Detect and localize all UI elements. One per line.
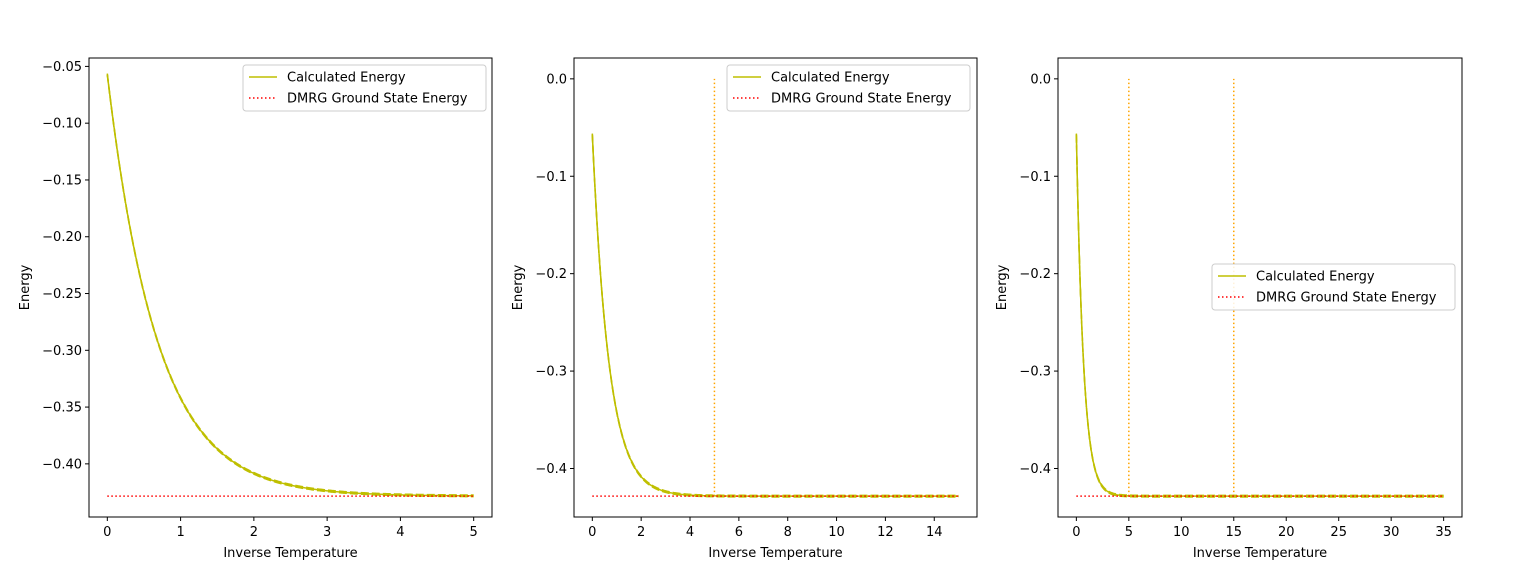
- x-tick-label: 12: [877, 525, 894, 540]
- x-tick-label: 15: [1225, 525, 1242, 540]
- legend-entry: Calculated Energy: [771, 71, 890, 86]
- y-tick-label: −0.10: [42, 117, 82, 132]
- x-tick-label: 5: [470, 525, 478, 540]
- y-tick-label: −0.35: [42, 401, 82, 416]
- x-tick-label: 0: [103, 525, 111, 540]
- legend-entry: DMRG Ground State Energy: [287, 92, 468, 107]
- legend-box: [1211, 263, 1456, 311]
- y-axis-label: Energy: [18, 264, 33, 310]
- legend: Calculated Energy DMRG Ground State Energ…: [726, 64, 971, 112]
- series-calculated-energy-trace-3: [106, 73, 474, 496]
- x-axis-label: Inverse Temperature: [223, 546, 357, 561]
- legend: Calculated Energy DMRG Ground State Energ…: [242, 64, 487, 112]
- x-tick-label: 8: [784, 525, 792, 540]
- x-tick-label: 1: [176, 525, 184, 540]
- y-tick-label: −0.05: [42, 60, 82, 75]
- x-tick-label: 20: [1278, 525, 1295, 540]
- x-tick-label: 2: [637, 525, 645, 540]
- y-axis-label: Energy: [511, 264, 526, 310]
- plot-area: [574, 58, 977, 517]
- legend-entry: Calculated Energy: [1256, 270, 1375, 285]
- y-tick-label: −0.1: [535, 170, 567, 185]
- plot-area: [89, 58, 492, 517]
- axes-frame: [88, 57, 493, 518]
- x-tick-label: 6: [735, 525, 743, 540]
- y-tick-label: −0.40: [42, 457, 82, 472]
- x-tick-label: 0: [588, 525, 596, 540]
- y-tick-label: −0.3: [535, 365, 567, 380]
- x-tick-label: 10: [828, 525, 845, 540]
- x-tick-label: 35: [1435, 525, 1452, 540]
- x-tick-label: 3: [323, 525, 331, 540]
- legend-entry: Calculated Energy: [287, 71, 406, 86]
- axes-frame: [1057, 57, 1463, 518]
- legend-entry: DMRG Ground State Energy: [1256, 291, 1437, 306]
- chart-panel-3: 0 5 10 15 20 25 30 35 0.0 −0.1 −0.2 −0.3 −0.4 Inverse…: [995, 57, 1463, 561]
- y-tick-label: −0.2: [535, 267, 567, 282]
- x-tick-label: 4: [686, 525, 694, 540]
- legend-entry: DMRG Ground State Energy: [771, 92, 952, 107]
- y-tick-label: −0.2: [1019, 267, 1051, 282]
- series-calculated-energy-trace-2: [591, 135, 959, 498]
- y-tick-label: 0.0: [546, 72, 567, 87]
- y-tick-label: 0.0: [1030, 72, 1051, 87]
- axes-frame: [573, 57, 978, 518]
- x-tick-label: 5: [1125, 525, 1133, 540]
- x-axis-label: Inverse Temperature: [708, 546, 842, 561]
- x-tick-label: 25: [1330, 525, 1347, 540]
- x-tick-label: 30: [1383, 525, 1400, 540]
- y-axis-label: Energy: [995, 264, 1010, 310]
- x-axis-label: Inverse Temperature: [1193, 546, 1327, 561]
- y-tick-label: −0.20: [42, 230, 82, 245]
- y-tick-label: −0.25: [42, 287, 82, 302]
- x-tick-label: 10: [1173, 525, 1190, 540]
- legend: Calculated Energy DMRG Ground State Energ…: [1211, 263, 1456, 311]
- y-tick-label: −0.3: [1019, 365, 1051, 380]
- x-tick-label: 0: [1072, 525, 1080, 540]
- legend-box: [242, 64, 487, 112]
- y-tick-label: −0.1: [1019, 170, 1051, 185]
- x-tick-label: 14: [926, 525, 943, 540]
- x-tick-label: 2: [250, 525, 258, 540]
- y-tick-label: −0.15: [42, 173, 82, 188]
- y-tick-label: −0.4: [1019, 462, 1051, 477]
- y-tick-label: −0.30: [42, 344, 82, 359]
- series-calculated-energy-trace-3: [1075, 133, 1444, 497]
- legend-box: [726, 64, 971, 112]
- chart-panel-2: 0 2 4 6 8 10 12 14 0.0 −0.1 −0.2 −0.3 −0.4 Inverse Te…: [511, 57, 978, 561]
- series-calculated-energy-trace-3: [591, 133, 959, 497]
- chart-panel-1: 0 1 2 3 4 5 −0.05 −0.10 −0.15 −0.20 −0.25 −0.30 −0.3…: [18, 57, 493, 561]
- y-tick-label: −0.4: [535, 462, 567, 477]
- x-tick-label: 4: [396, 525, 404, 540]
